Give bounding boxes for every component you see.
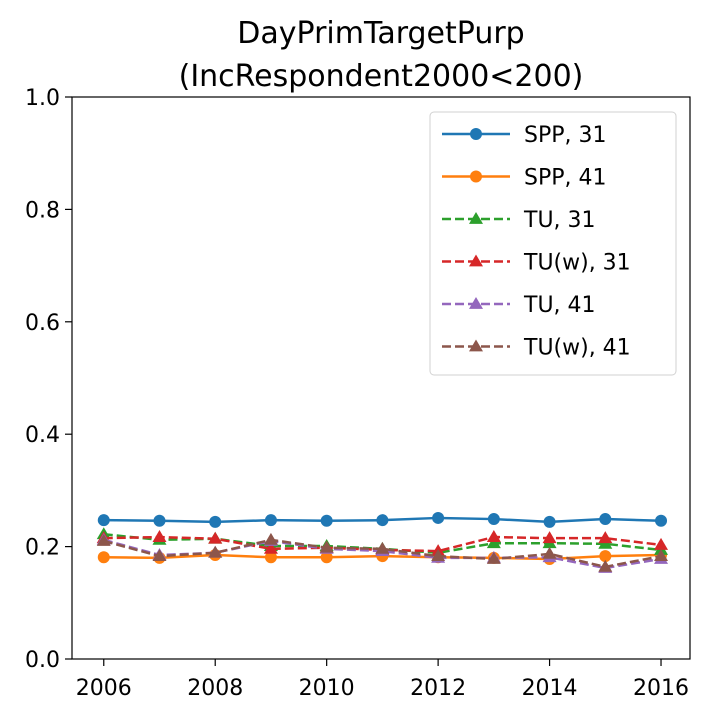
legend: SPP, 31 SPP, 41 TU, 31 TU(w), 31 TU, 41 TU(w)… [429,111,677,376]
marker [469,254,483,267]
chart-title: (IncRespondent2000<200) [179,59,584,94]
marker [543,515,556,528]
x-tick-label: 2014 [522,676,578,701]
marker [263,541,278,554]
marker [96,533,111,546]
x-tick-label: 2006 [76,676,132,701]
legend-label: TU(w), 31 [523,251,631,276]
marker [264,551,277,564]
marker [376,514,389,527]
marker [470,128,482,140]
marker [599,513,612,526]
y-tick-label: 0.8 [25,198,60,223]
marker [320,514,333,527]
marker [97,514,110,527]
marker [469,339,483,352]
marker [470,170,482,183]
marker [208,531,223,544]
x-tick-label: 2008 [187,676,243,701]
y-tick-label: 1.0 [25,86,60,111]
marker [208,545,223,558]
marker [598,559,613,572]
marker [97,551,110,564]
legend-label: TU, 41 [523,293,596,318]
x-tick-label: 2016 [633,676,689,701]
marker [264,514,277,527]
marker [655,514,668,527]
legend-label: SPP, 41 [524,166,606,191]
marker [320,551,333,564]
marker [542,531,557,544]
marker [654,537,669,550]
marker [469,297,483,309]
x-tick-label: 2012 [410,676,466,701]
legend-label: SPP, 31 [524,123,606,148]
marker [599,550,612,563]
marker [375,541,390,554]
marker [486,536,501,549]
marker [432,511,445,524]
marker [486,530,501,542]
marker [263,532,278,545]
marker [469,212,483,224]
x-tick-label: 2010 [299,676,355,701]
marker [153,514,166,527]
marker [319,540,334,553]
marker [654,549,669,562]
chart-title: DayPrimTargetPurp [237,16,524,51]
marker [486,551,501,564]
marker [209,515,222,528]
marker [152,549,167,562]
marker [598,531,613,544]
marker [152,530,167,542]
plot-frame [71,96,691,660]
y-tick-label: 0.6 [25,311,60,336]
legend-label: TU(w), 41 [523,336,631,361]
y-tick-label: 0.0 [25,648,60,673]
y-tick-label: 0.2 [25,536,60,561]
marker [487,513,500,526]
marker [431,549,446,562]
legend-label: TU, 31 [523,208,596,233]
marker [542,546,557,559]
y-tick-label: 0.4 [25,423,60,448]
series-line [103,538,662,569]
